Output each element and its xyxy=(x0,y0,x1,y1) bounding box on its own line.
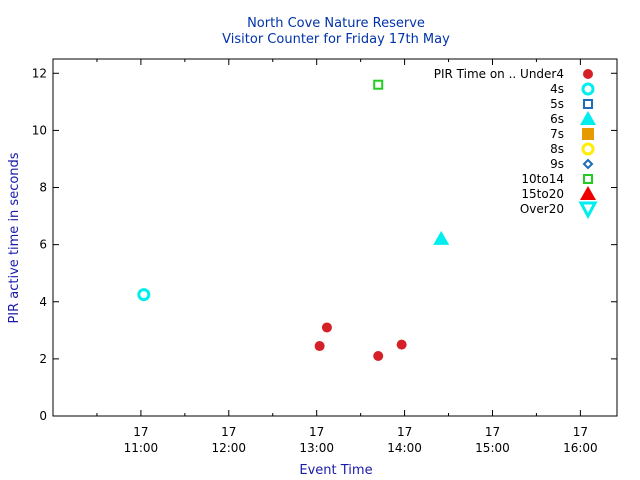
data-point xyxy=(373,351,384,362)
y-axis: 0 2 4 6 8 10 12 xyxy=(32,66,617,423)
x-tick-day-label: 17 xyxy=(309,425,324,439)
x-tick-day-label: 17 xyxy=(221,425,236,439)
data-point xyxy=(314,341,325,352)
x-tick-time-label: 16:00 xyxy=(563,441,598,455)
x-tick-time-label: 14:00 xyxy=(387,441,422,455)
data-point xyxy=(321,322,332,333)
y-tick-label: 10 xyxy=(32,123,47,137)
legend-label: 9s xyxy=(550,157,564,171)
legend-label: 4s xyxy=(550,82,564,96)
y-tick-label: 6 xyxy=(39,238,47,252)
x-axis-label: Event Time xyxy=(299,463,372,478)
legend-marker xyxy=(583,174,593,184)
legend-marker xyxy=(581,82,595,96)
legend-label: 10to14 xyxy=(521,172,564,186)
data-point xyxy=(373,79,384,90)
legend-label: 15to20 xyxy=(521,187,564,201)
plot-area xyxy=(52,58,618,417)
legend-marker xyxy=(582,158,594,170)
legend: PIR Time on .. Under44s5s6s7s8s9s10to141… xyxy=(434,67,598,220)
x-tick-time-label: 15:00 xyxy=(475,441,510,455)
data-point xyxy=(396,339,407,350)
legend-label: 7s xyxy=(550,127,564,141)
legend-marker xyxy=(578,201,598,220)
x-tick-day-label: 17 xyxy=(485,425,500,439)
x-tick-day-label: 17 xyxy=(133,425,148,439)
y-tick-label: 2 xyxy=(39,352,47,366)
y-axis-label: PIR active time in seconds xyxy=(7,152,22,323)
legend-label: PIR Time on .. Under4 xyxy=(434,67,564,81)
legend-marker xyxy=(583,99,593,109)
legend-marker xyxy=(582,128,594,140)
y-tick-label: 8 xyxy=(39,181,47,195)
x-tick-day-label: 17 xyxy=(573,425,588,439)
legend-label: 8s xyxy=(550,142,564,156)
legend-label: Over20 xyxy=(520,202,564,216)
y-tick-label: 0 xyxy=(39,409,47,423)
chart-subtitle: Visitor Counter for Friday 17th May xyxy=(222,32,450,47)
x-tick-time-label: 13:00 xyxy=(299,441,334,455)
data-point xyxy=(433,230,450,245)
x-tick-time-label: 11:00 xyxy=(124,441,159,455)
legend-label: 5s xyxy=(550,97,564,111)
chart-title: North Cove Nature Reserve xyxy=(247,16,425,31)
legend-label: 6s xyxy=(550,112,564,126)
legend-marker xyxy=(580,111,596,125)
x-tick-day-label: 17 xyxy=(397,425,412,439)
legend-marker xyxy=(580,186,596,200)
y-tick-label: 12 xyxy=(32,66,47,80)
legend-marker xyxy=(583,69,593,79)
legend-marker xyxy=(581,142,595,156)
data-point xyxy=(137,288,151,302)
data-points xyxy=(137,79,450,362)
y-tick-label: 4 xyxy=(39,295,47,309)
x-axis: 17 11:00 17 12:00 17 13:00 17 14:00 17 15:00 17 16:… xyxy=(96,59,598,455)
x-tick-time-label: 12:00 xyxy=(211,441,246,455)
